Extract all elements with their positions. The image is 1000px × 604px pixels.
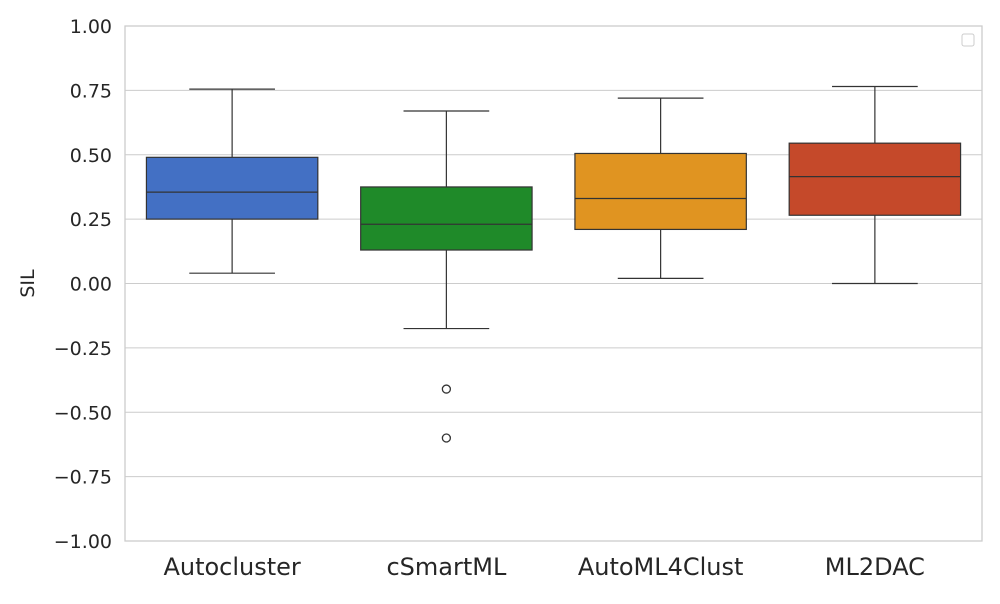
box-group bbox=[788, 85, 962, 285]
box-group bbox=[574, 97, 747, 279]
boxes-layer bbox=[145, 85, 962, 443]
y-tick-label: 0.25 bbox=[70, 209, 112, 231]
y-tick-label: −1.00 bbox=[54, 531, 112, 553]
y-tick-labels: −1.00 −0.75 −0.50 −0.25 0.00 0.25 0.50 0.75 1.00 bbox=[54, 16, 112, 553]
x-tick-label: ML2DAC bbox=[825, 553, 925, 581]
y-tick-label: −0.25 bbox=[54, 338, 112, 360]
box-iqr bbox=[360, 186, 533, 251]
box-iqr bbox=[574, 152, 747, 231]
x-tick-label: Autocluster bbox=[163, 553, 300, 581]
outlier-point bbox=[441, 384, 452, 394]
y-tick-label: 0.50 bbox=[70, 145, 112, 167]
x-tick-labels: Autocluster cSmartML AutoML4Clust ML2DAC bbox=[163, 553, 925, 581]
y-tick-label: 0.00 bbox=[70, 274, 112, 296]
box-group bbox=[145, 88, 319, 274]
y-tick-label: 0.75 bbox=[70, 80, 112, 102]
y-axis-label: SIL bbox=[17, 269, 39, 298]
x-tick-label: AutoML4Clust bbox=[578, 553, 744, 581]
x-tick-label: cSmartML bbox=[386, 553, 507, 581]
outlier-point bbox=[441, 433, 452, 443]
y-tick-label: −0.50 bbox=[54, 402, 112, 424]
box-iqr bbox=[145, 156, 319, 220]
y-tick-label: −0.75 bbox=[54, 467, 112, 489]
box-iqr bbox=[788, 142, 962, 216]
plot-frame bbox=[124, 25, 983, 542]
legend-box bbox=[961, 33, 975, 47]
y-tick-label: 1.00 bbox=[70, 16, 112, 38]
box-group bbox=[360, 110, 533, 443]
